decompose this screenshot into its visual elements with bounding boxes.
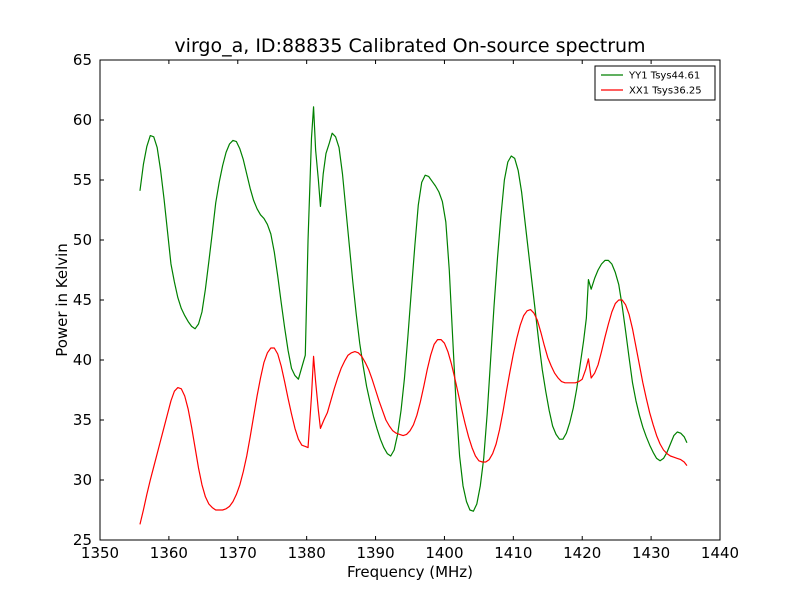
legend-label: YY1 Tsys44.61	[628, 71, 700, 82]
y-tick-label: 25	[73, 531, 92, 549]
y-tick-label: 45	[73, 291, 92, 309]
y-tick-label: 50	[73, 231, 92, 249]
x-axis-label: Frequency (MHz)	[347, 563, 473, 581]
x-tick-label: 1360	[150, 544, 188, 562]
x-tick-label: 1400	[425, 544, 463, 562]
x-tick-label: 1430	[632, 544, 670, 562]
series-line-yy1	[139, 106, 688, 512]
x-tick-label: 1420	[563, 544, 601, 562]
y-tick-label: 40	[73, 351, 92, 369]
x-tick-label: 1380	[288, 544, 326, 562]
x-tick-label: 1350	[81, 544, 119, 562]
legend: YY1 Tsys44.61 XX1 Tsys36.25	[594, 65, 716, 101]
legend-box	[594, 65, 716, 101]
y-tick-label: 65	[73, 51, 92, 69]
x-tick-label: 1440	[701, 544, 739, 562]
x-tick-label: 1390	[356, 544, 394, 562]
y-tick-label: 60	[73, 111, 92, 129]
x-tick-label: 1410	[494, 544, 532, 562]
y-axis-label: Power in Kelvin	[53, 243, 71, 357]
chart-title: virgo_a, ID:88835 Calibrated On-source s…	[174, 35, 645, 57]
x-tick-label: 1370	[219, 544, 257, 562]
y-tick-label: 55	[73, 171, 92, 189]
y-tick-label: 30	[73, 471, 92, 489]
y-tick-label: 35	[73, 411, 92, 429]
series-line-xx1	[139, 299, 688, 525]
legend-label: XX1 Tsys36.25	[629, 86, 702, 97]
